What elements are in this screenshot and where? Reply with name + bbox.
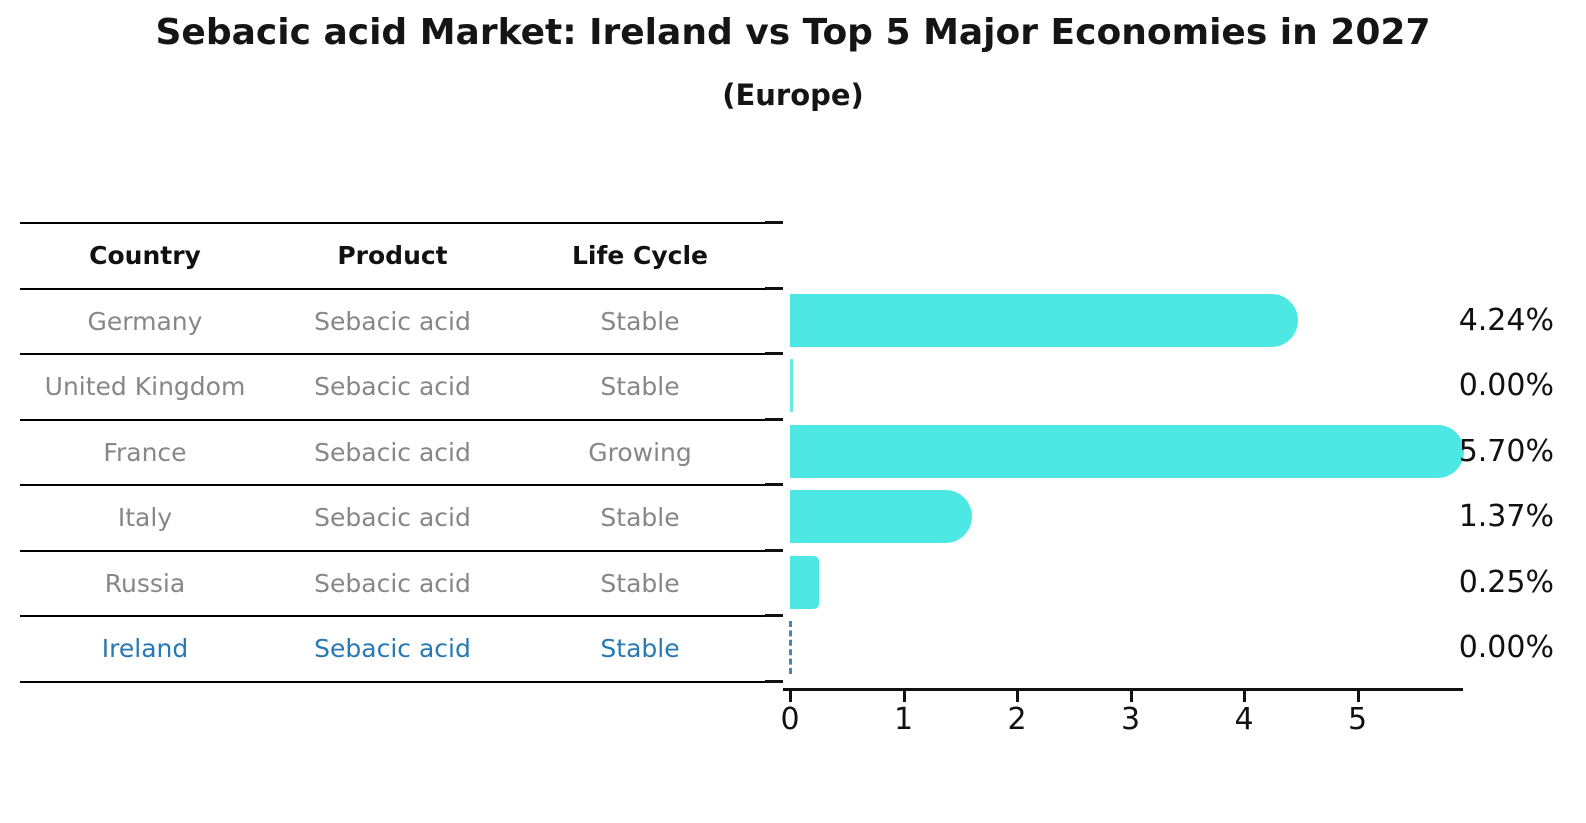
y-axis-tick xyxy=(765,221,783,224)
product-cell: Sebacic acid xyxy=(314,306,471,336)
table-row-germany: Germany Sebacic acid Stable xyxy=(20,290,765,355)
value-label-italy: 1.37% xyxy=(1458,499,1554,535)
product-cell: Sebacic acid xyxy=(314,634,471,664)
x-tick-label: 2 xyxy=(1007,702,1027,737)
country-cell: Russia xyxy=(104,568,186,598)
x-axis-tick xyxy=(1016,691,1019,702)
product-cell: Sebacic acid xyxy=(314,372,471,402)
country-table: Country Product Life Cycle Germany Sebac… xyxy=(20,222,765,683)
lifecycle-cell: Growing xyxy=(588,437,692,467)
value-label-russia: 0.25% xyxy=(1458,564,1554,600)
y-axis-tick xyxy=(765,417,783,421)
x-axis-tick xyxy=(789,691,792,702)
x-axis-tick xyxy=(1129,691,1133,702)
x-tick-label: 4 xyxy=(1234,702,1254,737)
product-cell: Sebacic acid xyxy=(314,437,471,467)
column-header-product: Product xyxy=(337,241,448,271)
table-row-italy: Italy Sebacic acid Stable xyxy=(20,486,765,552)
y-axis-tick xyxy=(765,286,783,290)
chart-title: Sebacic acid Market: Ireland vs Top 5 Ma… xyxy=(155,12,1431,53)
bar-russia xyxy=(790,555,820,609)
table-row-united-kingdom: United Kingdom Sebacic acid Stable xyxy=(20,355,765,421)
lifecycle-cell: Stable xyxy=(600,568,680,598)
column-header-country: Country xyxy=(89,241,201,271)
country-cell: France xyxy=(103,437,187,467)
x-tick-label: 1 xyxy=(893,702,914,737)
lifecycle-cell: Stable xyxy=(600,503,680,533)
bar-italy xyxy=(790,490,973,544)
value-label-united-kingdom: 0.00% xyxy=(1458,368,1554,404)
y-axis-tick xyxy=(765,679,783,683)
x-axis-tick xyxy=(1243,691,1246,702)
lifecycle-cell: Stable xyxy=(600,372,680,402)
x-axis-tick xyxy=(1356,691,1360,702)
bar-germany xyxy=(790,293,1299,347)
x-tick-label: 0 xyxy=(780,702,800,737)
table-row-russia: Russia Sebacic acid Stable xyxy=(20,552,765,617)
chart-subtitle: (Europe) xyxy=(722,78,864,112)
x-axis-tick xyxy=(902,691,906,702)
x-axis-line xyxy=(783,688,1463,691)
country-cell: Ireland xyxy=(101,634,189,664)
bar-france xyxy=(790,424,1464,478)
value-label-france: 5.70% xyxy=(1458,433,1554,469)
lifecycle-cell: Stable xyxy=(600,634,680,664)
product-cell: Sebacic acid xyxy=(314,568,471,598)
y-axis-tick xyxy=(765,548,783,552)
country-cell: Germany xyxy=(87,306,203,336)
column-header-lifecycle: Life Cycle xyxy=(571,241,709,271)
y-axis-tick xyxy=(765,483,783,486)
country-cell: Italy xyxy=(117,503,173,533)
y-axis-tick xyxy=(765,352,783,355)
x-tick-label: 3 xyxy=(1120,702,1141,737)
table-row-ireland: Ireland Sebacic acid Stable xyxy=(20,617,765,683)
y-axis-tick xyxy=(765,614,783,617)
lifecycle-cell: Stable xyxy=(600,306,680,336)
table-row-france: France Sebacic acid Growing xyxy=(20,421,765,486)
table-header-row: Country Product Life Cycle xyxy=(20,224,765,290)
country-cell: United Kingdom xyxy=(44,372,246,402)
product-cell: Sebacic acid xyxy=(314,503,471,533)
value-label-ireland: 0.00% xyxy=(1458,630,1554,666)
bar-ireland-zero-marker xyxy=(789,621,792,675)
x-tick-label: 5 xyxy=(1347,702,1368,737)
value-label-germany: 4.24% xyxy=(1458,302,1554,338)
bar-united-kingdom xyxy=(790,359,793,413)
